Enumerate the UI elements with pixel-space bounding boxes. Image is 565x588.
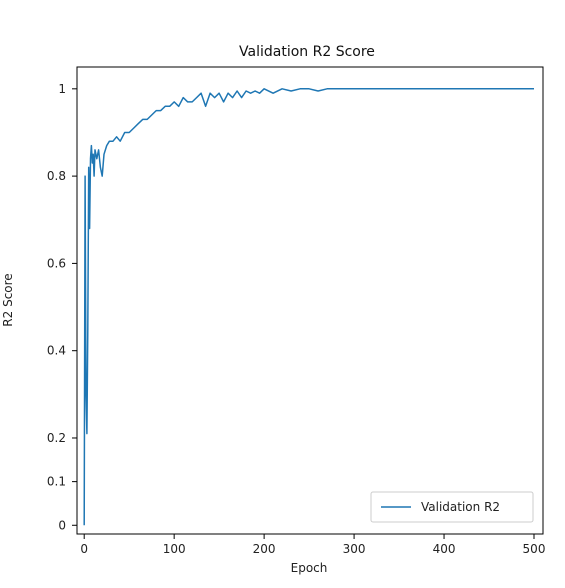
- y-axis-label: R2 Score: [1, 273, 15, 326]
- plot-area-frame: [76, 66, 544, 535]
- legend-label: Validation R2: [421, 500, 500, 514]
- x-tick-label: 400: [433, 542, 456, 556]
- x-axis-ticks: 0 100 200 300 400 500: [80, 534, 545, 556]
- y-tick-label: 0.6: [47, 256, 66, 270]
- y-tick-label: 0: [58, 518, 66, 532]
- y-tick-label: 1: [58, 82, 66, 96]
- series-line-validation-r2: [83, 88, 534, 526]
- x-tick-label: 0: [80, 542, 88, 556]
- series-layer: [83, 88, 534, 526]
- legend: Validation R2: [370, 491, 534, 523]
- x-tick-label: 100: [163, 542, 186, 556]
- y-axis-ticks: 0 0.1 0.2 0.4 0.6 0.8 1: [47, 82, 77, 532]
- y-tick-label: 0.1: [47, 475, 66, 489]
- x-tick-label: 200: [253, 542, 276, 556]
- x-tick-label: 500: [523, 542, 546, 556]
- y-tick-label: 0.4: [47, 344, 66, 358]
- legend-box: [370, 491, 534, 523]
- chart-title: Validation R2 Score: [239, 44, 375, 60]
- y-tick-label: 0.8: [47, 169, 66, 183]
- x-tick-label: 300: [343, 542, 366, 556]
- y-tick-label: 0.2: [47, 431, 66, 445]
- x-axis-label: Epoch: [291, 561, 328, 575]
